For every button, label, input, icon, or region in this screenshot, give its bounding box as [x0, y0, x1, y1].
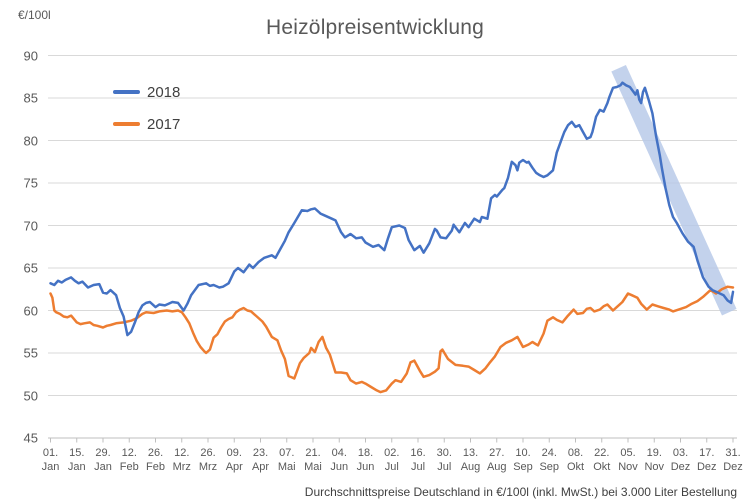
y-axis-unit-label: €/100l [18, 8, 51, 22]
legend-swatch-2017 [113, 122, 140, 126]
x-axis-label: 05. Nov [618, 447, 638, 473]
x-axis-label: 24. Sep [539, 447, 560, 473]
series-line-2017 [49, 285, 735, 394]
x-axis-label: 26. Mrz [198, 447, 218, 473]
x-axis-label: 12. Feb [119, 447, 139, 473]
legend: 2018 2017 [113, 76, 180, 140]
y-axis-label: 75 [23, 175, 38, 191]
y-axis-label: 85 [23, 90, 38, 106]
x-axis-label: 10. Sep [513, 447, 533, 473]
x-axis-label: 03. Dez [670, 447, 691, 473]
x-axis-label: 15. Jan [67, 447, 86, 473]
y-axis-label: 70 [23, 218, 38, 233]
y-axis-label: 45 [23, 430, 38, 446]
legend-label: 2018 [147, 83, 181, 101]
x-axis-label: 07. Mai [277, 447, 296, 473]
x-axis-label: 30. Jul [436, 447, 452, 473]
x-axis-label: 18. Jun [356, 447, 375, 473]
legend-swatch-2018 [113, 90, 140, 94]
legend-item-2018: 2018 [113, 76, 180, 108]
series-line-2018 [49, 81, 735, 337]
y-axis-label: 50 [23, 388, 38, 403]
x-axis-label: 19. Nov [644, 447, 665, 473]
x-axis-label: 16. Jul [410, 447, 426, 473]
x-axis-label: 29. Jan [94, 447, 112, 473]
y-axis-label: 55 [23, 345, 38, 361]
highlight-band [611, 64, 737, 316]
x-axis-label: 17. Dez [696, 447, 717, 473]
x-axis-label: 08. Okt [566, 447, 585, 473]
y-axis-label: 65 [23, 260, 38, 276]
chart-footnote: Durchschnittspreise Deutschland in €/100… [304, 485, 737, 499]
chart-title: Heizölpreisentwicklung [266, 16, 484, 39]
x-axis-label: 26. Feb [146, 447, 165, 473]
y-axis-label: 80 [23, 133, 38, 148]
x-axis-label: 02. Jul [384, 447, 400, 473]
y-axis-label: 90 [23, 48, 38, 63]
x-axis-label: 13. Aug [460, 447, 481, 473]
x-axis-label: 23. Apr [251, 447, 270, 473]
x-axis-label: 09. Apr [225, 447, 243, 473]
legend-label: 2017 [147, 115, 181, 133]
x-axis-label: 12. Mrz [172, 447, 191, 473]
x-axis-label: 01. Jan [41, 447, 60, 473]
x-axis-label: 04. Jun [330, 447, 349, 473]
x-axis-label: 31. Dez [723, 447, 743, 473]
x-axis-label: 21. Mai [304, 447, 322, 473]
x-axis-label: 22. Okt [593, 447, 611, 473]
legend-item-2017: 2017 [113, 108, 180, 140]
y-axis-label: 60 [23, 303, 38, 318]
x-axis-label: 27. Aug [486, 447, 507, 473]
